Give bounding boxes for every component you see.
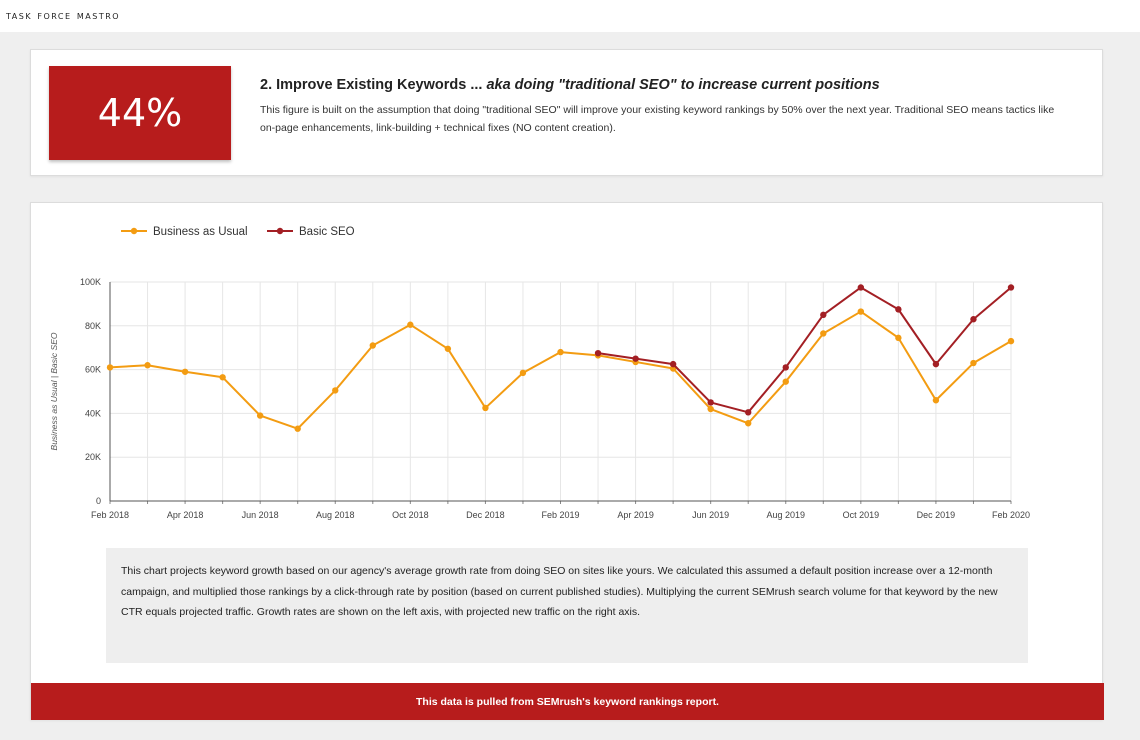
data-point — [1007, 284, 1015, 291]
data-point — [106, 364, 114, 371]
data-point — [745, 420, 752, 427]
data-point — [782, 378, 789, 385]
y-tick-label: 0 — [96, 496, 101, 506]
data-point — [820, 330, 827, 337]
x-tick-label: Apr 2018 — [167, 510, 204, 520]
data-point — [707, 405, 714, 413]
data-point — [857, 284, 865, 291]
top-bar: Task Force Mastro — [0, 0, 1140, 32]
headline-main: 2. Improve Existing Keywords ... — [260, 77, 487, 93]
legend-swatch-dot — [130, 227, 138, 235]
data-point — [444, 345, 452, 352]
x-tick-label: Dec 2019 — [917, 510, 956, 520]
data-point — [970, 359, 977, 367]
data-point — [594, 349, 602, 357]
data-point — [181, 368, 189, 375]
percent-value: 44% — [97, 91, 183, 135]
chart-legend: Business as Usual Basic SEO — [121, 226, 355, 238]
data-point — [369, 342, 376, 349]
summary-headline: 2. Improve Existing Keywords ... aka doi… — [260, 77, 880, 93]
x-tick-label: Oct 2019 — [843, 510, 880, 520]
legend-label: Basic SEO — [299, 226, 355, 238]
x-tick-label: Oct 2018 — [392, 510, 429, 520]
brand-title: Task Force Mastro — [6, 8, 121, 22]
data-point — [932, 360, 940, 368]
data-point — [219, 374, 226, 381]
series-line-basic-seo — [597, 286, 1012, 414]
x-tick-label: Jun 2019 — [692, 510, 729, 520]
source-footer: This data is pulled from SEMrush's keywo… — [31, 683, 1104, 720]
chart-card: Business as Usual Basic SEO 0 20K 40K 60K 80K… — [30, 202, 1104, 720]
data-point — [557, 348, 564, 356]
summary-card: 44% 2. Improve Existing Keywords ... aka… — [30, 49, 1103, 176]
x-tick-label: Feb 2019 — [541, 510, 579, 520]
data-point — [519, 369, 527, 377]
data-point — [857, 308, 865, 315]
data-point — [332, 387, 339, 394]
y-axis-title: Business as Usual | Basic SEO — [49, 332, 59, 450]
data-point — [820, 311, 827, 319]
x-tick-label: Aug 2018 — [316, 510, 355, 520]
data-point — [970, 316, 977, 323]
legend-swatch-dot — [276, 227, 284, 235]
percent-badge: 44% — [49, 66, 231, 160]
x-tick-label: Apr 2019 — [617, 510, 654, 520]
x-tick-label: Feb 2020 — [992, 510, 1030, 520]
data-point — [895, 306, 902, 313]
x-tick-label: Feb 2018 — [91, 510, 129, 520]
y-tick-label: 40K — [85, 408, 101, 418]
data-point — [256, 412, 264, 419]
data-point — [707, 399, 714, 406]
x-tick-label: Aug 2019 — [766, 510, 805, 520]
chart-ticks: 0 20K 40K 60K 80K 100K Feb 2018 Apr 2018 Jun 201… — [80, 277, 1030, 520]
data-point — [669, 360, 677, 368]
legend-label: Business as Usual — [153, 226, 248, 238]
chart-grid — [110, 281, 1012, 501]
x-tick-label: Dec 2018 — [466, 510, 505, 520]
y-tick-label: 100K — [80, 277, 101, 287]
chart-axes — [109, 282, 1012, 504]
x-tick-label: Jun 2018 — [242, 510, 279, 520]
chart-series — [106, 284, 1015, 432]
data-point — [932, 397, 940, 404]
data-point — [482, 404, 489, 412]
y-tick-label: 80K — [85, 321, 101, 331]
data-point — [745, 409, 752, 416]
headline-emphasis: aka doing "traditional SEO" to increase … — [486, 77, 880, 93]
line-chart: Business as Usual Basic SEO 0 20K 40K 60K 80K… — [49, 226, 1030, 520]
data-point — [1007, 337, 1015, 345]
report-canvas: 44% 2. Improve Existing Keywords ... aka… — [0, 32, 1140, 740]
summary-description: This figure is built on the assumption t… — [260, 104, 1055, 134]
chart-note: This chart projects keyword growth based… — [106, 548, 1028, 663]
data-point — [407, 321, 414, 328]
y-tick-label: 60K — [85, 365, 101, 375]
data-point — [782, 364, 789, 371]
y-tick-label: 20K — [85, 452, 101, 462]
data-point — [294, 425, 301, 432]
data-point — [632, 355, 639, 362]
data-point — [144, 362, 151, 369]
data-point — [895, 334, 902, 342]
